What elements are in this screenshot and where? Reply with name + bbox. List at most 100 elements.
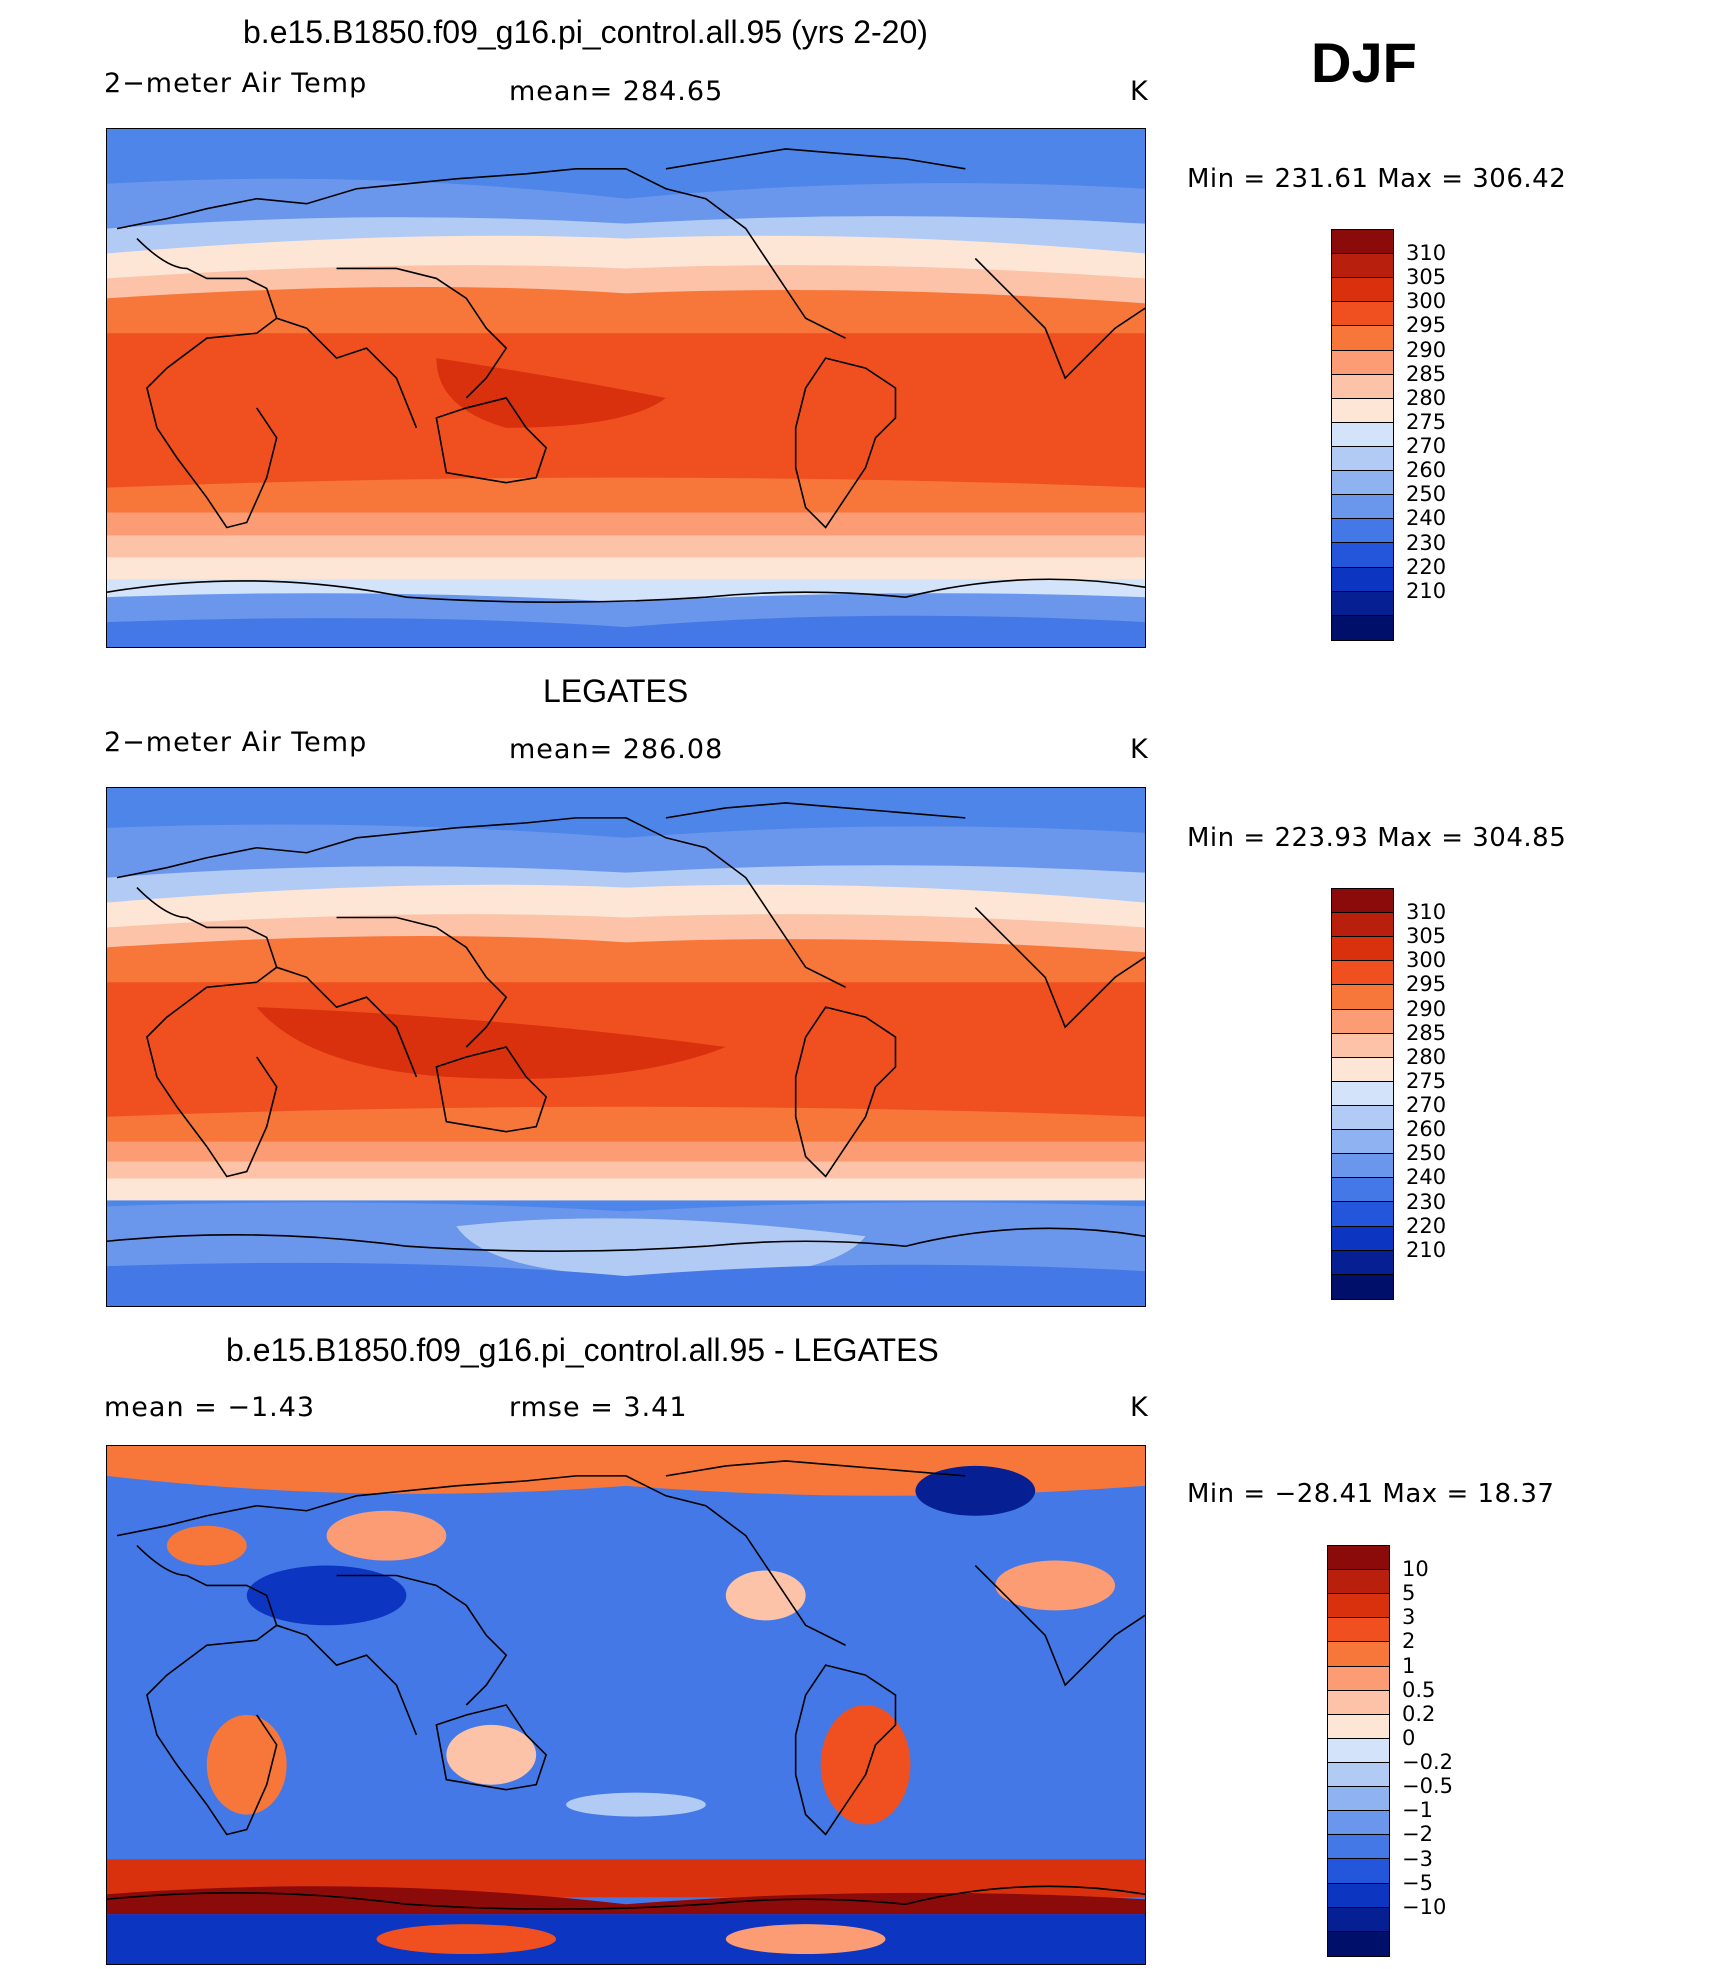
colorbar-tick-label: 270 — [1406, 1093, 1447, 1118]
colorbar-swatch — [1332, 1033, 1393, 1058]
colorbar-swatch — [1328, 1570, 1389, 1595]
colorbar-tick-label: 295 — [1406, 972, 1447, 997]
colorbar-tick-label: 305 — [1406, 924, 1447, 949]
colorbar-tick-label: 300 — [1406, 289, 1447, 314]
colorbar-swatch — [1332, 398, 1393, 423]
panel-1-minmax-label: Min = 231.61 Max = 306.42 — [1187, 164, 1567, 194]
colorbar-tick-label: 290 — [1406, 337, 1447, 362]
colorbar-swatch — [1328, 1546, 1389, 1571]
colorbar-tick-label: 1 — [1402, 1653, 1416, 1678]
colorbar-swatch — [1332, 302, 1393, 327]
colorbar-swatch — [1332, 1154, 1393, 1179]
colorbar-swatch — [1332, 1250, 1393, 1275]
colorbar-tick-label: 285 — [1406, 361, 1447, 386]
colorbar-tick-label: 2 — [1402, 1629, 1416, 1654]
panel-3-minmax-label: Min = −28.41 Max = 18.37 — [1187, 1479, 1555, 1509]
panel-1-colorbar — [1331, 229, 1394, 641]
panel-3-map — [106, 1445, 1146, 1965]
colorbar-swatch — [1328, 1642, 1389, 1667]
colorbar-swatch — [1332, 422, 1393, 447]
colorbar-swatch — [1328, 1835, 1389, 1860]
colorbar-swatch — [1328, 1931, 1389, 1956]
panel-1-variable-label: 2−meter Air Temp — [104, 68, 368, 99]
colorbar-swatch — [1332, 1009, 1393, 1034]
colorbar-tick-label: 210 — [1406, 1237, 1447, 1262]
colorbar-tick-label: 240 — [1406, 506, 1447, 531]
colorbar-swatch — [1328, 1738, 1389, 1763]
colorbar-swatch — [1328, 1811, 1389, 1836]
colorbar-tick-label: −10 — [1402, 1894, 1447, 1919]
colorbar-swatch — [1332, 1057, 1393, 1082]
colorbar-swatch — [1328, 1594, 1389, 1619]
colorbar-swatch — [1332, 519, 1393, 544]
colorbar-swatch — [1332, 278, 1393, 303]
colorbar-swatch — [1332, 543, 1393, 568]
colorbar-tick-label: 285 — [1406, 1020, 1447, 1045]
colorbar-tick-label: 305 — [1406, 265, 1447, 290]
panel-3-mean-label: mean = −1.43 — [104, 1392, 316, 1423]
colorbar-swatch — [1332, 889, 1393, 914]
colorbar-tick-label: 290 — [1406, 996, 1447, 1021]
colorbar-swatch — [1328, 1859, 1389, 1884]
panel-2-mean-label: mean= 286.08 — [509, 734, 724, 765]
colorbar-tick-label: −0.5 — [1402, 1774, 1453, 1799]
colorbar-swatch — [1328, 1883, 1389, 1908]
colorbar-tick-label: 300 — [1406, 948, 1447, 973]
colorbar-tick-label: 230 — [1406, 1189, 1447, 1214]
panel-1-mean-label: mean= 284.65 — [509, 76, 724, 107]
colorbar-swatch — [1332, 591, 1393, 616]
colorbar-tick-label: 275 — [1406, 409, 1447, 434]
colorbar-swatch — [1332, 254, 1393, 279]
colorbar-tick-label: 210 — [1406, 578, 1447, 603]
colorbar-swatch — [1332, 446, 1393, 472]
colorbar-tick-label: 275 — [1406, 1068, 1447, 1093]
panel-3-units-label: K — [1130, 1392, 1149, 1423]
colorbar-swatch — [1328, 1762, 1389, 1788]
colorbar-tick-label: 250 — [1406, 482, 1447, 507]
season-label: DJF — [1311, 31, 1417, 94]
colorbar-tick-label: −2 — [1402, 1822, 1433, 1847]
colorbar-swatch — [1332, 230, 1393, 255]
colorbar-swatch — [1332, 985, 1393, 1010]
colorbar-swatch — [1332, 1178, 1393, 1203]
colorbar-tick-label: 310 — [1406, 900, 1447, 925]
colorbar-swatch — [1332, 1274, 1393, 1299]
colorbar-tick-label: −0.2 — [1402, 1750, 1453, 1775]
colorbar-tick-label: 10 — [1402, 1557, 1429, 1582]
panel-2-minmax-label: Min = 223.93 Max = 304.85 — [1187, 823, 1567, 853]
panel-1-title: b.e15.B1850.f09_g16.pi_control.all.95 (y… — [243, 14, 928, 50]
panel-2-variable-label: 2−meter Air Temp — [104, 727, 368, 758]
colorbar-swatch — [1332, 350, 1393, 375]
colorbar-swatch — [1332, 937, 1393, 962]
panel-2-map — [106, 787, 1146, 1307]
panel-3-title: b.e15.B1850.f09_g16.pi_control.all.95 - … — [226, 1332, 939, 1368]
colorbar-tick-label: 0 — [1402, 1725, 1416, 1750]
colorbar-tick-label: 270 — [1406, 434, 1447, 459]
colorbar-swatch — [1332, 615, 1393, 640]
colorbar-swatch — [1328, 1690, 1389, 1715]
colorbar-tick-label: 230 — [1406, 530, 1447, 555]
colorbar-swatch — [1328, 1787, 1389, 1812]
panel-2-title: LEGATES — [543, 673, 689, 709]
colorbar-swatch — [1332, 913, 1393, 938]
colorbar-swatch — [1332, 1105, 1393, 1131]
colorbar-tick-label: 260 — [1406, 1117, 1447, 1142]
colorbar-swatch — [1328, 1714, 1389, 1739]
colorbar-swatch — [1332, 567, 1393, 592]
colorbar-swatch — [1328, 1618, 1389, 1643]
colorbar-swatch — [1332, 961, 1393, 986]
colorbar-swatch — [1332, 326, 1393, 351]
panel-1-units-label: K — [1130, 76, 1149, 107]
colorbar-tick-label: −1 — [1402, 1798, 1433, 1823]
colorbar-tick-label: 0.2 — [1402, 1701, 1436, 1726]
colorbar-swatch — [1332, 1130, 1393, 1155]
colorbar-tick-label: 280 — [1406, 1044, 1447, 1069]
colorbar-tick-label: 280 — [1406, 385, 1447, 410]
panel-2-units-label: K — [1130, 734, 1149, 765]
colorbar-swatch — [1332, 1226, 1393, 1251]
colorbar-tick-label: 220 — [1406, 554, 1447, 579]
colorbar-tick-label: 5 — [1402, 1581, 1416, 1606]
colorbar-tick-label: 295 — [1406, 313, 1447, 338]
panel-3-colorbar — [1327, 1545, 1390, 1957]
colorbar-swatch — [1332, 495, 1393, 520]
